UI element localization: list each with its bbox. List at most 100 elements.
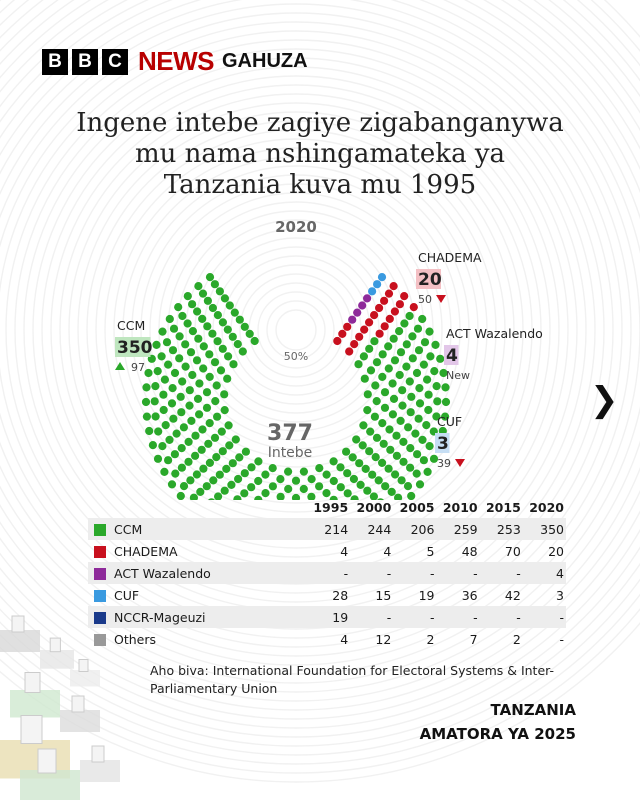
seat-dot-ccm	[276, 475, 285, 484]
bbc-letter-b1: B	[42, 48, 68, 75]
chart-year-label: 2020	[275, 218, 317, 236]
seat-dot-ccm	[183, 319, 192, 328]
seat-dot-ccm	[389, 394, 399, 403]
table-value-cell: -	[436, 606, 480, 628]
seat-dot-ccm	[432, 382, 441, 391]
table-party-cell: Others	[88, 628, 307, 650]
seat-dot-chadema	[338, 329, 347, 338]
table-value-cell: 253	[479, 518, 523, 540]
seat-dot-ccm	[406, 444, 415, 453]
seat-dot-ccm	[247, 463, 256, 472]
seat-dot-cuf	[368, 287, 377, 296]
background-ring	[68, 102, 524, 558]
seat-dot-ccm	[276, 492, 285, 500]
seat-dot-ccm	[198, 314, 207, 323]
seat-dot-ccm	[369, 492, 378, 500]
footer-label: TANZANIA AMATORA YA 2025	[360, 698, 576, 746]
party-change-chadema: 50	[418, 293, 432, 306]
seat-dot-ccm	[390, 356, 400, 365]
seat-dot-ccm	[370, 337, 379, 346]
background-ring	[221, 255, 371, 405]
table-value-cell: -	[479, 606, 523, 628]
seat-dot-ccm	[228, 332, 237, 341]
seat-dot-ccm	[161, 421, 170, 430]
seat-dot-ccm	[194, 282, 203, 291]
seat-dot-ccm	[170, 368, 180, 378]
background-ring	[0, 0, 640, 684]
seat-dot-ccm	[220, 390, 229, 399]
seat-count-highlight	[435, 433, 450, 453]
background-ring	[149, 183, 443, 477]
seat-dot-ccm	[240, 489, 249, 498]
seat-count-highlight	[416, 269, 441, 289]
seat-dot-ccm	[408, 354, 417, 363]
background-ring	[0, 0, 640, 756]
seat-dot-ccm	[299, 484, 308, 494]
seat-dot-ccm	[322, 489, 331, 498]
seat-dot-ccm	[202, 388, 212, 397]
party-change-ccm: 97	[131, 361, 145, 374]
seat-dot-ccm	[193, 394, 203, 403]
ballot-paper-shape	[11, 615, 25, 633]
seat-dot-ccm	[254, 495, 263, 500]
title-line-3: Tanzania kuva mu 1995	[163, 170, 477, 200]
seat-dot-ccm	[413, 450, 422, 459]
seat-dot-chadema	[350, 340, 359, 349]
table-value-cell: 2	[426, 631, 435, 647]
seat-dot-ccm	[396, 348, 406, 357]
seat-dot-ccm	[374, 476, 383, 485]
footer-line-1: TANZANIA	[490, 701, 576, 719]
seat-dot-chadema	[380, 322, 389, 331]
seat-dot-ccm	[358, 441, 367, 450]
seat-dot-ccm	[171, 469, 180, 478]
seat-dot-ccm	[386, 445, 395, 454]
seat-dot-ccm	[392, 431, 401, 440]
seat-dot-ccm	[359, 352, 368, 361]
seat-dot-ccm	[195, 410, 204, 419]
seat-dot-ccm	[178, 377, 187, 386]
seat-dot-act-wazalendo	[358, 301, 367, 310]
seat-dot-ccm	[397, 476, 406, 485]
seat-dot-ccm	[214, 492, 223, 500]
party-name-cuf: CUF	[437, 414, 462, 429]
seat-dot-chadema	[389, 282, 398, 291]
seat-dot-ccm	[210, 433, 220, 442]
background-ring	[0, 12, 614, 648]
seat-dot-ccm	[291, 476, 301, 485]
seat-dot-ccm	[254, 457, 263, 466]
seat-dot-ccm	[168, 346, 178, 355]
seat-dot-ccm	[188, 327, 197, 336]
background-ring	[0, 0, 640, 783]
seat-dot-ccm	[431, 340, 440, 349]
seat-dot-ccm	[372, 433, 382, 442]
seat-dot-cuf	[373, 280, 382, 289]
table-row: CUF 28 15 19 36 42 3	[88, 584, 566, 606]
seat-dot-ccm	[220, 294, 229, 303]
seat-dot-ccm	[359, 421, 368, 430]
ballot-paper-shape	[91, 745, 105, 763]
seat-dot-ccm	[366, 366, 376, 375]
seat-dot-chadema	[375, 303, 384, 313]
background-ring	[0, 30, 596, 630]
seat-dot-chadema	[385, 314, 394, 323]
seat-dot-ccm	[181, 362, 190, 371]
seat-dot-ccm	[368, 470, 377, 479]
next-slide-chevron-icon[interactable]: ❯	[590, 380, 619, 420]
seat-dot-ccm	[208, 498, 215, 500]
seat-dot-ccm	[370, 412, 379, 421]
table-value-cell: 15	[375, 587, 392, 603]
seat-dot-ccm	[142, 383, 151, 392]
seat-dot-ccm	[363, 390, 372, 399]
seat-dot-ccm	[250, 336, 259, 346]
table-party-name: Others	[114, 631, 157, 647]
table-value-cell: 20	[548, 543, 564, 559]
seat-dot-ccm	[343, 489, 352, 498]
seat-dot-ccm	[425, 327, 434, 336]
seat-dot-ccm	[441, 397, 451, 407]
seat-dot-ccm	[371, 453, 380, 462]
seat-dot-ccm	[158, 327, 167, 336]
seat-dot-ccm	[254, 476, 263, 486]
seat-dot-ccm	[414, 346, 424, 355]
seat-dot-ccm	[208, 329, 217, 338]
